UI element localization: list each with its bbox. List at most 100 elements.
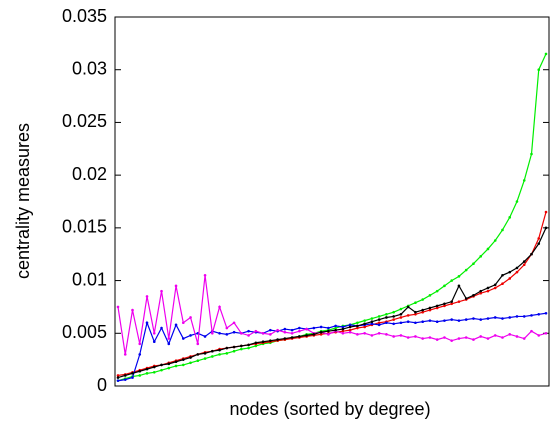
series-point: [450, 302, 453, 306]
series-point: [399, 316, 403, 319]
series-point: [515, 266, 519, 270]
series-point: [479, 289, 483, 293]
series-point: [174, 323, 178, 327]
series-point: [269, 339, 272, 342]
series-point: [363, 322, 366, 326]
series-point: [181, 358, 185, 361]
series-point: [290, 331, 294, 335]
series-point: [261, 331, 265, 335]
y-tick-label: 0.01: [72, 269, 107, 289]
series-point: [160, 326, 163, 330]
series-point: [247, 329, 250, 333]
series-point: [138, 342, 142, 346]
series-point: [377, 321, 381, 325]
series-point: [319, 333, 323, 336]
y-tick-label: 0.02: [72, 164, 107, 184]
series-point: [428, 308, 432, 312]
series-point: [247, 334, 250, 337]
series-point: [435, 289, 439, 293]
series-point: [414, 310, 417, 314]
series-point: [247, 343, 250, 347]
series-point: [443, 336, 446, 339]
series-point: [305, 327, 308, 331]
series-point: [123, 353, 127, 356]
series-point: [385, 333, 388, 336]
series-point: [341, 325, 345, 329]
series-point: [298, 335, 301, 338]
series-point: [225, 346, 229, 350]
series-point: [211, 355, 214, 358]
y-tick-label: 0: [97, 375, 107, 395]
series-point: [211, 331, 214, 335]
series-point: [457, 337, 461, 340]
series-point: [428, 294, 432, 297]
series-point: [356, 333, 359, 336]
series-point: [392, 322, 395, 326]
series-point: [269, 333, 272, 336]
series-point: [276, 338, 279, 341]
series-point: [348, 323, 352, 327]
series-point: [421, 298, 424, 301]
series-point: [196, 342, 200, 346]
series-point: [493, 239, 497, 242]
series-point: [319, 325, 323, 329]
series-point: [145, 295, 149, 298]
series-line: [117, 275, 547, 355]
series-point: [225, 333, 229, 336]
series-point: [508, 216, 512, 219]
series-point: [138, 353, 142, 356]
series-point: [501, 228, 504, 232]
series-point: [508, 316, 512, 319]
series-point: [421, 308, 424, 312]
series-point: [189, 361, 192, 365]
series-point: [377, 315, 381, 318]
series-point: [399, 334, 403, 337]
series-point: [261, 340, 265, 344]
series-point: [406, 314, 410, 317]
series-point: [530, 329, 533, 333]
series-point: [232, 345, 236, 349]
series-point: [145, 321, 149, 325]
series-point: [428, 319, 432, 322]
series-point: [493, 283, 497, 287]
series-point: [464, 268, 468, 272]
series-point: [181, 363, 185, 367]
series-point: [356, 326, 359, 330]
series-point: [515, 315, 519, 318]
series-point: [269, 328, 272, 332]
series-point: [305, 334, 308, 337]
series-point: [522, 315, 526, 318]
series-point: [152, 370, 156, 374]
series-point: [116, 374, 120, 377]
series-point: [501, 317, 504, 320]
series-point: [377, 318, 381, 321]
series-point: [167, 337, 171, 340]
series-point: [544, 311, 548, 315]
series-point: [450, 339, 453, 342]
series-point: [116, 376, 120, 379]
series-point: [450, 318, 453, 321]
series-line: [117, 227, 547, 379]
series-point: [377, 331, 381, 335]
series-point: [189, 334, 192, 337]
y-tick-label: 0.015: [62, 217, 107, 237]
series-point: [334, 326, 337, 330]
series-point: [530, 252, 533, 256]
series-point: [464, 297, 468, 300]
series-point: [174, 284, 178, 288]
series-point: [392, 318, 395, 321]
series-point: [327, 329, 330, 333]
series-point: [298, 329, 301, 333]
series-point: [392, 335, 395, 338]
series-point: [414, 313, 417, 316]
series-point: [544, 52, 548, 56]
series-point: [232, 349, 236, 353]
series-point: [341, 331, 345, 335]
series-point: [123, 378, 127, 381]
series-point: [385, 313, 388, 316]
series-point: [385, 321, 388, 325]
series-point: [283, 337, 287, 340]
series-point: [327, 326, 330, 330]
series-point: [167, 362, 171, 366]
